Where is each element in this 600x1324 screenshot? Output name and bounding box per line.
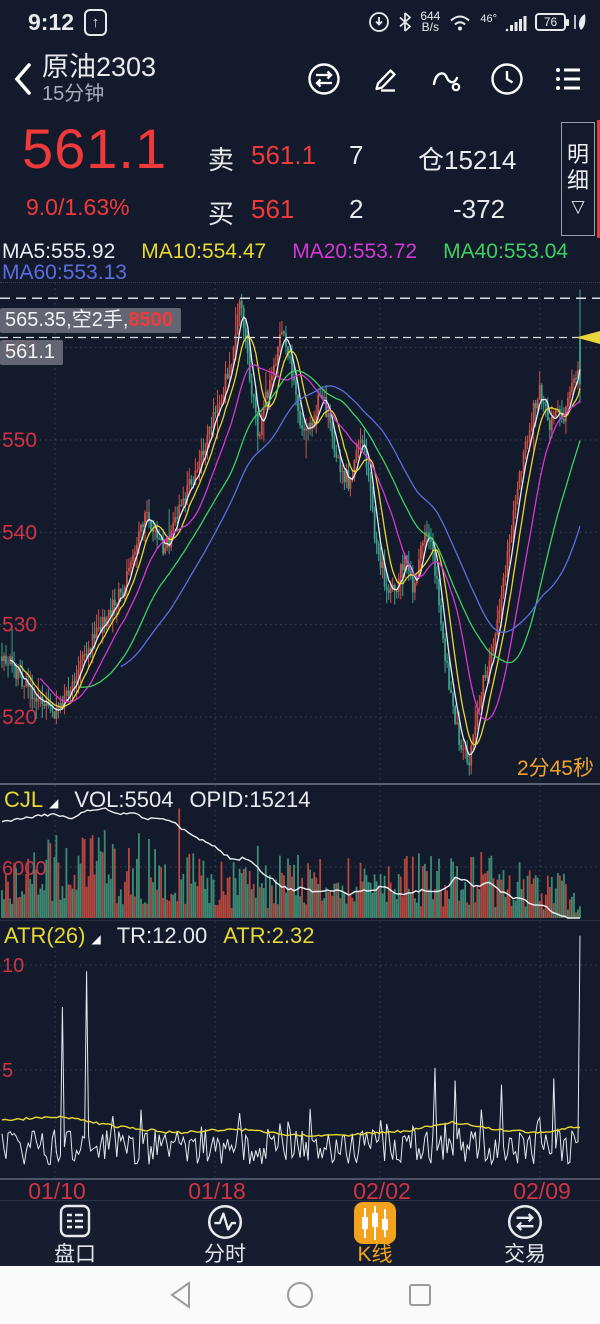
clock-text: 9:12	[28, 8, 75, 35]
ma40-value: MA40:553.04	[443, 240, 569, 263]
x-tick-label: 01/10	[28, 1178, 86, 1204]
svg-text:540: 540	[2, 521, 37, 544]
nav-item-order-book[interactable]: 盘口	[0, 1201, 150, 1266]
signal-bars-icon	[505, 16, 527, 32]
x-axis: 01/10 01/18 02/02 02/09	[0, 1178, 600, 1204]
svg-text:10: 10	[2, 955, 24, 977]
indicator-list-icon[interactable]	[550, 61, 586, 97]
candlestick-chart[interactable]: 560550540530520 565.35,空2手,8500 561.1 2分…	[0, 283, 600, 783]
ask-qty: 7	[349, 140, 364, 170]
detail-arrow-icon: ▽	[571, 196, 585, 216]
last-price: 561.1	[22, 117, 168, 180]
power-save-leaf-icon	[574, 14, 586, 30]
detail-tab[interactable]: 明细 ▽	[561, 122, 595, 236]
x-tick-label: 02/09	[513, 1178, 571, 1204]
indicator-expand-icon: ◢	[49, 796, 59, 810]
nav-item-intraday[interactable]: 分时	[150, 1201, 300, 1266]
ma10-value: MA10:554.47	[141, 240, 267, 263]
back-icon[interactable]	[12, 61, 34, 97]
ma20-value: MA20:553.72	[292, 240, 418, 263]
last-price-line-badge: 561.1	[0, 340, 64, 365]
volume-pane[interactable]: 6000 CJL ◢ VOL:5504 OPID:15214	[0, 783, 600, 920]
open-interest: 仓15214	[418, 145, 517, 175]
order-book-icon	[59, 1204, 91, 1237]
volume-canvas: 6000	[0, 785, 600, 920]
draw-pencil-icon[interactable]	[367, 61, 403, 97]
ma5-value: MA5:555.92	[2, 240, 116, 263]
nav-item-trade[interactable]: 交易	[450, 1201, 600, 1266]
bid-price: 561	[251, 194, 295, 224]
volume-indicator-name[interactable]: CJL	[4, 787, 44, 812]
svg-text:5: 5	[2, 1060, 13, 1082]
intraday-chart-icon	[207, 1204, 243, 1239]
status-bar: 9:12 ↑ 644 B/s 46°	[0, 0, 600, 40]
sim-badge: 46°	[480, 13, 497, 25]
x-tick-label: 02/02	[353, 1178, 411, 1204]
svg-text:530: 530	[2, 614, 37, 637]
svg-text:550: 550	[2, 429, 37, 452]
wifi-icon	[450, 15, 471, 31]
ask-label: 卖	[208, 145, 235, 175]
atr-canvas: 10 5	[0, 921, 600, 1178]
svg-text:520: 520	[2, 706, 37, 729]
atr-indicator-name[interactable]: ATR(26)	[4, 923, 86, 948]
android-back-button[interactable]	[167, 1280, 193, 1310]
ma60-value: MA60:553.13	[2, 261, 127, 284]
switch-contract-icon[interactable]	[306, 61, 342, 97]
bar-countdown: 2分45秒	[516, 757, 594, 780]
network-speed: 644 B/s	[420, 9, 441, 34]
oi-change: -372	[453, 194, 506, 224]
android-home-button[interactable]	[285, 1280, 315, 1310]
bid-qty: 2	[349, 194, 364, 224]
price-change: 9.0/1.63%	[26, 194, 130, 220]
indicator-expand-icon: ◢	[91, 932, 101, 946]
position-order-line-badge: 565.35,空2手,8500	[0, 308, 181, 333]
clock-icon[interactable]	[489, 61, 525, 97]
ask-price: 561.1	[251, 140, 317, 170]
android-nav-bar	[0, 1266, 600, 1324]
bottom-nav: 盘口 分时 K线 交易	[0, 1200, 600, 1266]
tr-value: TR:12.00	[116, 923, 208, 948]
x-tick-label: 01/18	[188, 1178, 246, 1204]
candlestick-canvas: 560550540530520	[0, 283, 600, 783]
atr-value: ATR:2.32	[223, 923, 315, 948]
timeframe-label[interactable]: 15分钟	[42, 83, 105, 105]
kline-icon	[354, 1201, 396, 1244]
bid-label: 买	[208, 199, 235, 229]
trend-path-icon[interactable]	[428, 61, 464, 97]
detail-tab-label: 明细	[566, 141, 589, 193]
android-recents-button[interactable]	[407, 1282, 433, 1308]
contract-title: 原油2303	[42, 52, 157, 82]
battery-icon: 76	[535, 13, 569, 31]
upload-arrow-icon: ↑	[84, 8, 108, 36]
volume-value: VOL:5504	[74, 787, 174, 812]
trade-icon	[507, 1204, 543, 1239]
data-saver-icon	[369, 12, 390, 32]
price-trend-strip	[597, 120, 600, 238]
opid-value: OPID:15214	[189, 787, 311, 812]
title-bar: 原油2303 15分钟	[0, 40, 600, 118]
nav-item-kline[interactable]: K线	[300, 1201, 450, 1266]
ma-indicator-bar: MA5:555.92 MA10:554.47 MA20:553.72 MA40:…	[0, 240, 600, 283]
svg-text:6000: 6000	[2, 858, 47, 880]
atr-pane[interactable]: 10 5 ATR(26) ◢ TR:12.00 ATR:2.32	[0, 920, 600, 1178]
quote-panel: 561.1 9.0/1.63% 卖 561.1 7 仓15214 买 561 2…	[0, 117, 600, 240]
bluetooth-icon	[399, 12, 412, 32]
